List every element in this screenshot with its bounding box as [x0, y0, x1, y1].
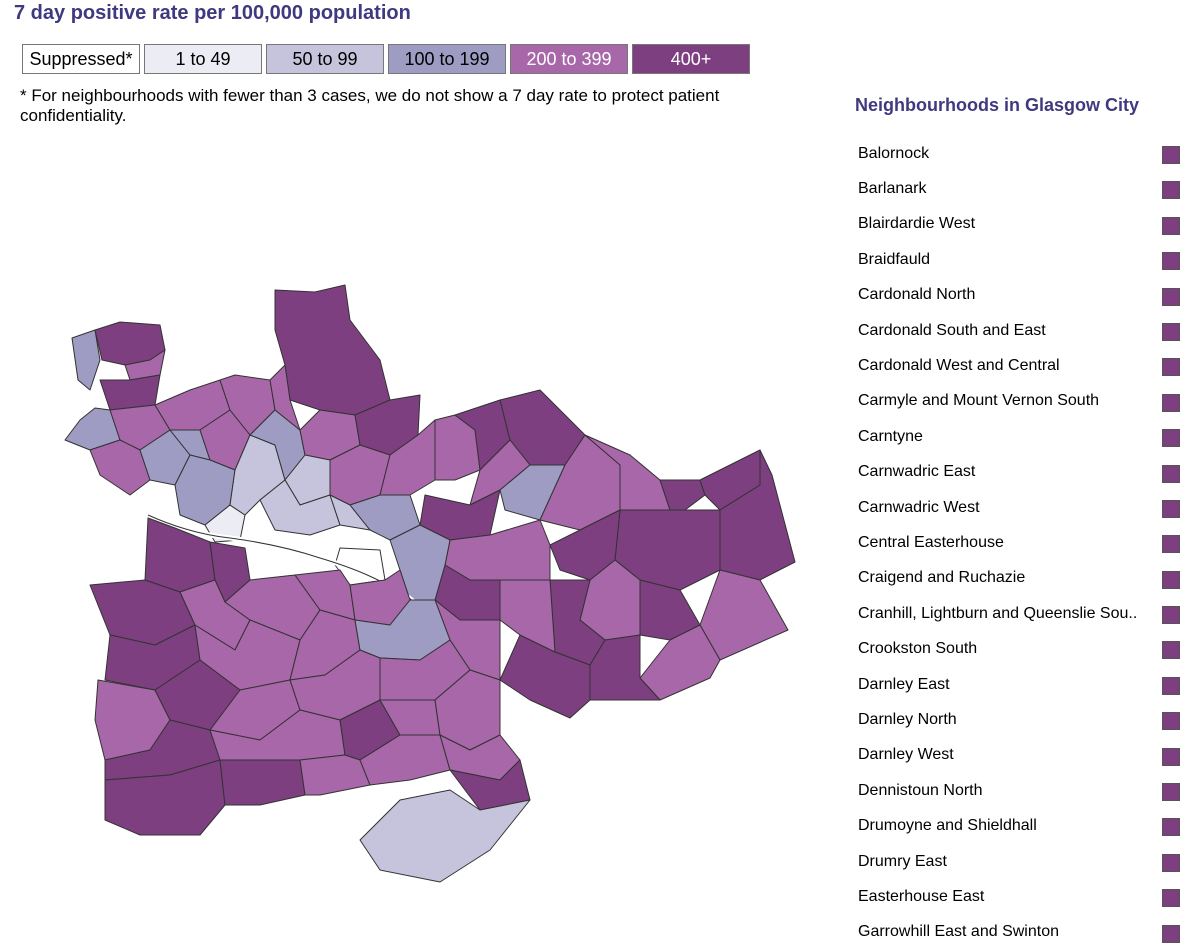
neighbourhood-name: Carmyle and Mount Vernon South [858, 392, 1100, 410]
map-region [99, 374, 161, 411]
neighbourhood-name: Dennistoun North [858, 781, 983, 799]
legend-item: 100 to 199 [388, 44, 506, 74]
neighbourhood-name: Barlanark [858, 180, 927, 198]
rate-swatch [1162, 924, 1180, 943]
legend-item: 200 to 399 [510, 44, 628, 74]
neighbourhood-list-item[interactable]: Barlanark [858, 171, 1188, 206]
rate-swatch [1162, 287, 1180, 306]
map-region [104, 759, 226, 836]
neighbourhood-name: Central Easterhouse [858, 533, 1004, 551]
rate-swatch [1162, 429, 1180, 448]
map-region [499, 634, 591, 719]
rate-swatch [1162, 393, 1180, 412]
glasgow-neighbourhood-map [64, 284, 796, 883]
neighbourhood-name: Cardonald West and Central [858, 357, 1060, 375]
rate-swatch [1162, 464, 1180, 483]
neighbourhood-name: Crookston South [858, 640, 978, 658]
neighbourhood-list-item[interactable]: Balornock [858, 136, 1188, 171]
map-region [259, 479, 341, 536]
neighbourhood-list-item[interactable]: Darnley North [858, 702, 1188, 737]
neighbourhood-list-item[interactable]: Cranhill, Lightburn and Queenslie Sou.. [858, 596, 1188, 631]
map-region [359, 789, 531, 883]
rate-swatch [1162, 216, 1180, 235]
neighbourhood-list-item[interactable]: Carnwadric East [858, 455, 1188, 490]
rate-swatch [1162, 535, 1180, 554]
map-region [71, 329, 101, 391]
map-region [449, 759, 531, 811]
neighbourhood-name: Carnwadric East [858, 463, 976, 481]
neighbourhood-list-item[interactable]: Blairdardie West [858, 207, 1188, 242]
rate-swatch [1162, 146, 1180, 164]
neighbourhood-list-item[interactable]: Darnley East [858, 667, 1188, 702]
neighbourhood-name: Craigend and Ruchazie [858, 569, 1026, 587]
neighbourhood-name: Braidfauld [858, 250, 931, 268]
neighbourhood-list: Balornock Barlanark Blairdardie West Braidf… [858, 136, 1188, 950]
rate-swatch [1162, 818, 1180, 837]
neighbourhood-list-item[interactable]: Craigend and Ruchazie [858, 561, 1188, 596]
neighbourhood-list-item[interactable]: Dennistoun North [858, 773, 1188, 808]
rate-swatch [1162, 889, 1180, 908]
rate-swatch [1162, 181, 1180, 200]
rate-swatch [1162, 499, 1180, 518]
neighbourhood-name: Cardonald South and East [858, 321, 1046, 339]
rate-swatch [1162, 676, 1180, 695]
neighbourhood-name: Carnwadric West [858, 498, 980, 516]
neighbourhood-list-item[interactable]: Carmyle and Mount Vernon South [858, 384, 1188, 419]
map-region [274, 284, 391, 416]
neighbourhood-list-item[interactable]: Cardonald West and Central [858, 348, 1188, 383]
neighbourhood-list-item[interactable]: Garrowhill East and Swinton [858, 915, 1188, 950]
neighbourhood-name: Darnley North [858, 710, 957, 728]
rate-swatch [1162, 358, 1180, 377]
rate-swatch [1162, 641, 1180, 660]
map-region [659, 479, 706, 511]
neighbourhood-name: Carntyne [858, 427, 923, 445]
rate-swatch [1162, 606, 1180, 625]
rate-swatch [1162, 747, 1180, 766]
neighbourhood-list-item[interactable]: Cardonald South and East [858, 313, 1188, 348]
map-region [269, 364, 301, 431]
neighbourhood-name: Garrowhill East and Swinton [858, 923, 1059, 941]
neighbourhood-name: Drumoyne and Shieldhall [858, 817, 1037, 835]
rate-swatch [1162, 712, 1180, 731]
map-region [299, 754, 371, 796]
neighbourhood-list-item[interactable]: Drumoyne and Shieldhall [858, 808, 1188, 843]
neighbourhood-list-item[interactable]: Crookston South [858, 631, 1188, 666]
neighbourhood-list-item[interactable]: Cardonald North [858, 278, 1188, 313]
neighbourhood-name: Cardonald North [858, 286, 976, 304]
rate-swatch [1162, 853, 1180, 872]
map-region [204, 504, 246, 543]
legend-item: 400+ [632, 44, 750, 74]
legend-item: Suppressed* [22, 44, 140, 74]
neighbourhood-list-item[interactable]: Darnley West [858, 738, 1188, 773]
neighbourhood-list-item[interactable]: Carnwadric West [858, 490, 1188, 525]
neighbourhood-list-item[interactable]: Central Easterhouse [858, 525, 1188, 560]
neighbourhood-name: Blairdardie West [858, 215, 976, 233]
neighbourhood-name: Cranhill, Lightburn and Queenslie Sou.. [858, 604, 1138, 622]
neighbourhood-name: Balornock [858, 144, 930, 162]
legend-item: 50 to 99 [266, 44, 384, 74]
suppression-note: * For neighbourhoods with fewer than 3 c… [20, 86, 720, 125]
neighbourhood-name: Easterhouse East [858, 887, 985, 905]
rate-swatch [1162, 252, 1180, 271]
rate-swatch [1162, 322, 1180, 341]
neighbourhood-list-item[interactable]: Braidfauld [858, 242, 1188, 277]
neighbourhood-list-item[interactable]: Carntyne [858, 419, 1188, 454]
rate-legend: Suppressed* 1 to 49 50 to 99 100 to 199 200 … [22, 44, 750, 74]
neighbourhood-list-item[interactable]: Easterhouse East [858, 879, 1188, 914]
neighbourhood-list-item[interactable]: Drumry East [858, 844, 1188, 879]
rate-swatch [1162, 783, 1180, 802]
neighbourhood-list-title: Neighbourhoods in Glasgow City [855, 95, 1140, 115]
legend-item: 1 to 49 [144, 44, 262, 74]
neighbourhood-name: Darnley East [858, 675, 950, 693]
map-title: 7 day positive rate per 100,000 populati… [14, 2, 411, 24]
map-region [699, 569, 789, 661]
map-region [124, 349, 166, 381]
rate-swatch [1162, 570, 1180, 589]
neighbourhood-name: Drumry East [858, 852, 947, 870]
map-region [219, 759, 306, 806]
neighbourhood-name: Darnley West [858, 746, 954, 764]
